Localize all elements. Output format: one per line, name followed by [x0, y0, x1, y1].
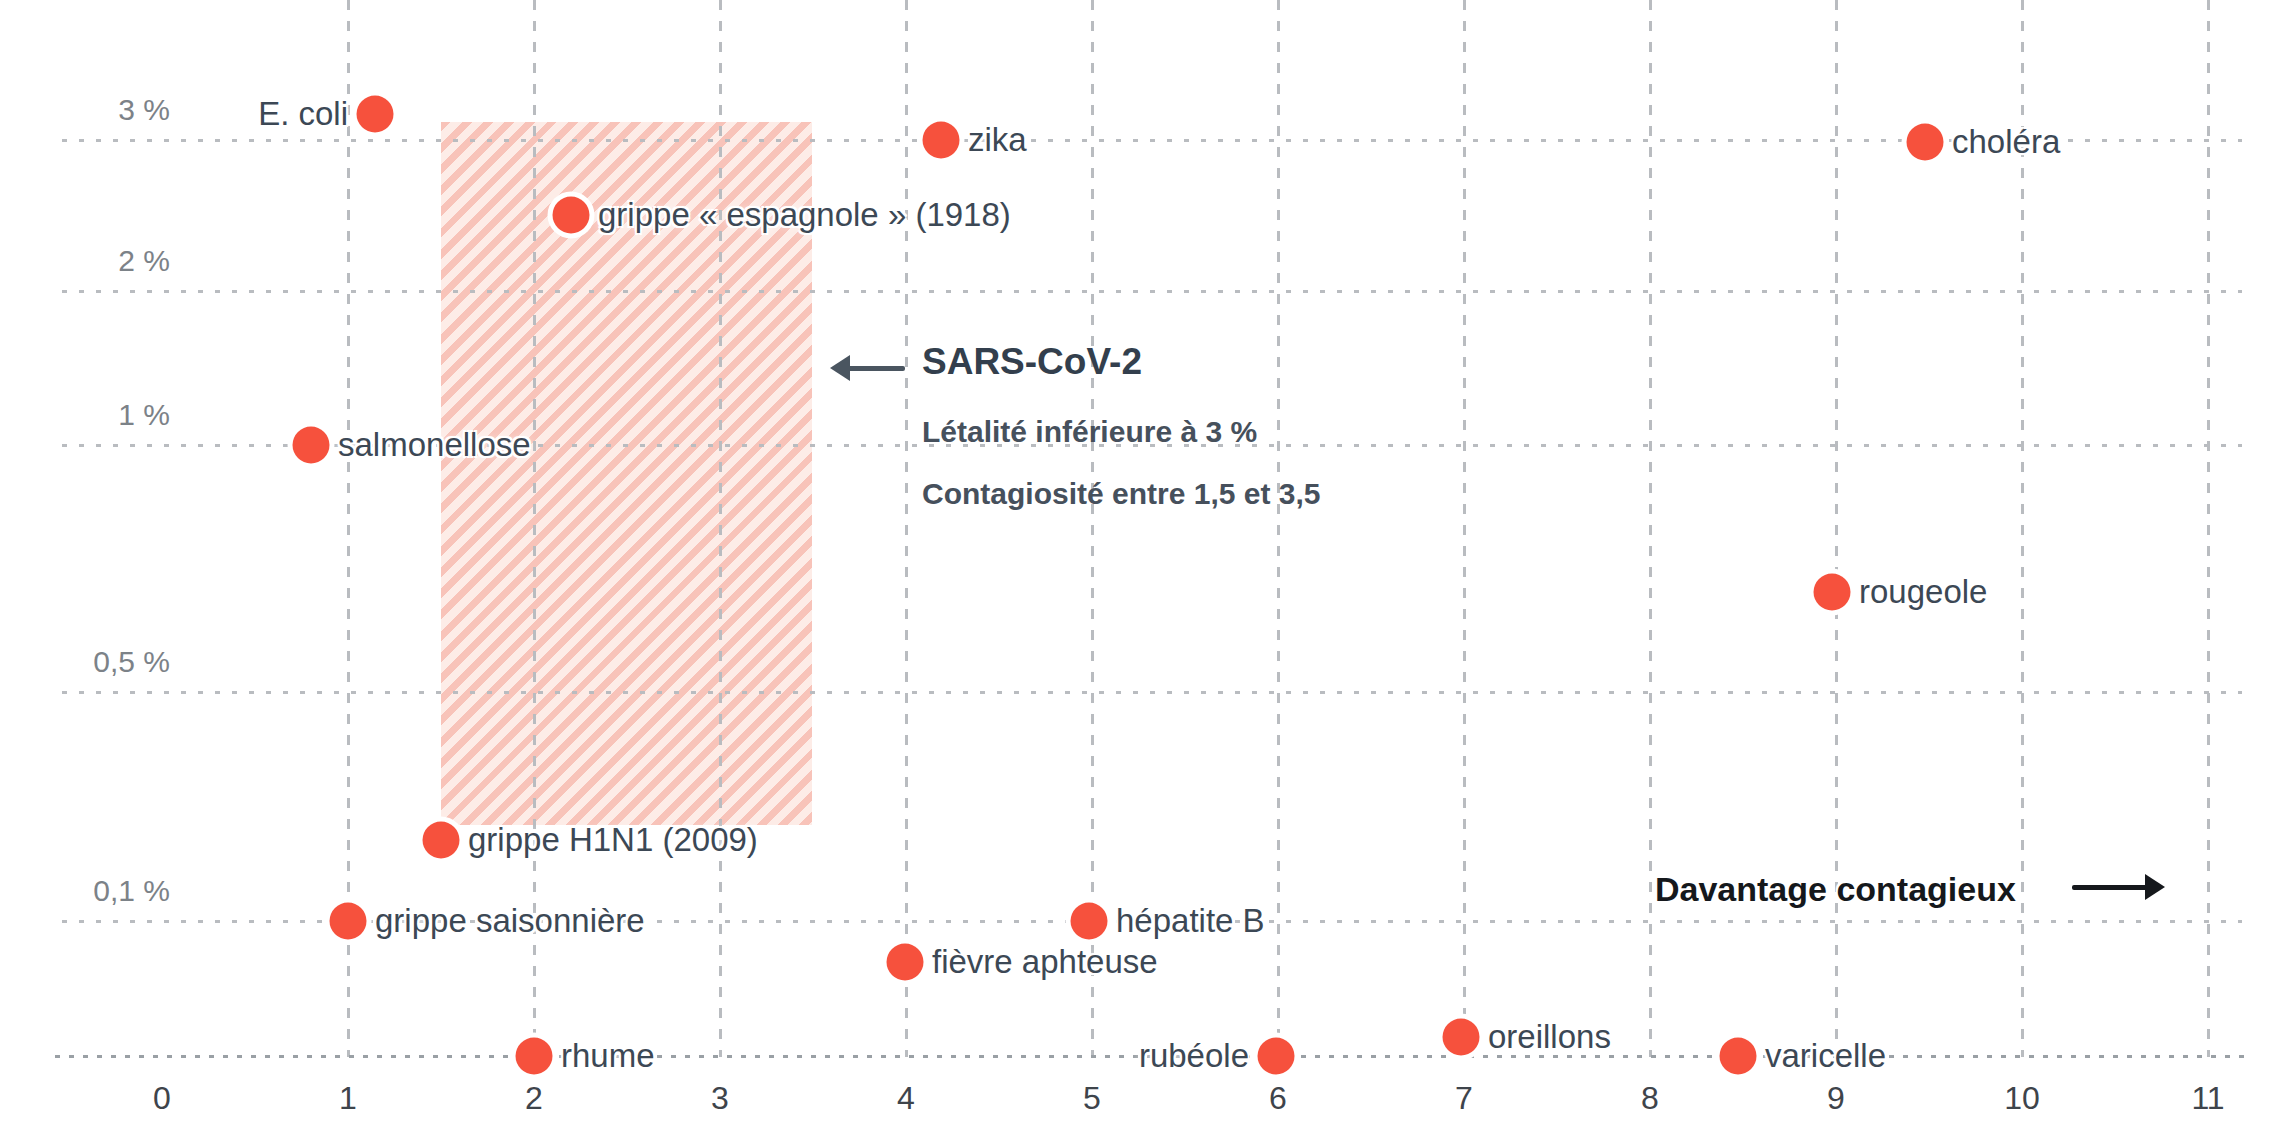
vertical-gridline [1463, 0, 1466, 1057]
x-axis-tick-label: 10 [1977, 1078, 2067, 1118]
vertical-gridline [1277, 0, 1280, 1057]
sars-arrow-left-icon [830, 355, 905, 381]
data-point-dot [330, 903, 367, 940]
vertical-gridline [719, 0, 722, 1057]
x-axis-tick-label: 1 [303, 1078, 393, 1118]
data-point-dot [1258, 1038, 1295, 1075]
direction-arrow-right-icon-shaft [2072, 885, 2149, 890]
scatter-chart: 3 % 2 % 1 % 0,5 % 0,1 % 0 1 2 3 4 5 6 7 8 9 10 11 E. coli… [0, 0, 2286, 1143]
data-point-dot [516, 1038, 553, 1075]
data-point-dot [357, 96, 394, 133]
x-axis-tick-label: 3 [675, 1078, 765, 1118]
data-point-dot [1907, 124, 1944, 161]
data-point-dot [1071, 903, 1108, 940]
x-axis-tick-label: 11 [2163, 1078, 2253, 1118]
data-point-label: grippe H1N1 (2009) [468, 821, 758, 859]
data-point-label: salmonellose [338, 426, 531, 464]
x-axis-tick-label: 6 [1233, 1078, 1323, 1118]
data-point-dot [293, 427, 330, 464]
data-point-label: rhume [561, 1037, 655, 1075]
sars-annotation-contagiosity: Contagiosité entre 1,5 et 3,5 [922, 477, 1320, 511]
horizontal-gridline [62, 691, 2242, 694]
x-axis-tick-label: 2 [489, 1078, 579, 1118]
direction-arrow-right-icon-head [2145, 874, 2165, 900]
direction-annotation-label: Davantage contagieux [1655, 870, 2016, 909]
data-point-label: E. coli [258, 95, 348, 133]
data-point-label: grippe « espagnole » (1918) [598, 196, 1011, 234]
direction-arrow-right-icon [2072, 874, 2165, 900]
vertical-gridline [533, 0, 536, 1057]
x-axis-tick-label: 5 [1047, 1078, 1137, 1118]
data-point-label: hépatite B [1116, 902, 1265, 940]
vertical-gridline [1091, 0, 1094, 1057]
data-point-label: rougeole [1859, 573, 1987, 611]
vertical-gridline [2207, 0, 2210, 1057]
sars-arrow-left-icon-head [830, 355, 850, 381]
sars-annotation-title: SARS-CoV-2 [922, 341, 1142, 383]
y-axis-tick-label: 3 % [0, 90, 170, 130]
data-point-label: oreillons [1488, 1018, 1611, 1056]
x-axis-tick-label: 8 [1605, 1078, 1695, 1118]
x-axis-tick-label: 9 [1791, 1078, 1881, 1118]
data-point-dot [887, 944, 924, 981]
y-axis-tick-label: 2 % [0, 241, 170, 281]
data-point-dot [1814, 574, 1851, 611]
x-axis-tick-label: 0 [117, 1078, 207, 1118]
sars-annotation-lethality: Létalité inférieure à 3 % [922, 415, 1257, 449]
horizontal-gridline [62, 290, 2242, 293]
data-point-dot [423, 822, 460, 859]
x-axis-tick-label: 4 [861, 1078, 951, 1118]
vertical-gridline [905, 0, 908, 1057]
sars-arrow-left-icon-shaft [846, 366, 905, 371]
data-point-label: rubéole [1139, 1037, 1249, 1075]
data-point-label: grippe saisonnière [375, 902, 645, 940]
y-axis-tick-label: 1 % [0, 395, 170, 435]
y-axis-tick-label: 0,5 % [0, 642, 170, 682]
data-point-dot [1443, 1019, 1480, 1056]
data-point-dot [923, 122, 960, 159]
vertical-gridline [1649, 0, 1652, 1057]
data-point-label: fièvre aphteuse [932, 943, 1158, 981]
data-point-label: varicelle [1765, 1037, 1886, 1075]
data-point-label: choléra [1952, 123, 2060, 161]
data-point-dot [1720, 1038, 1757, 1075]
data-point-label: zika [968, 121, 1027, 159]
data-point-dot [553, 197, 590, 234]
x-axis-tick-label: 7 [1419, 1078, 1509, 1118]
y-axis-tick-label: 0,1 % [0, 871, 170, 911]
vertical-gridline [347, 0, 350, 1057]
